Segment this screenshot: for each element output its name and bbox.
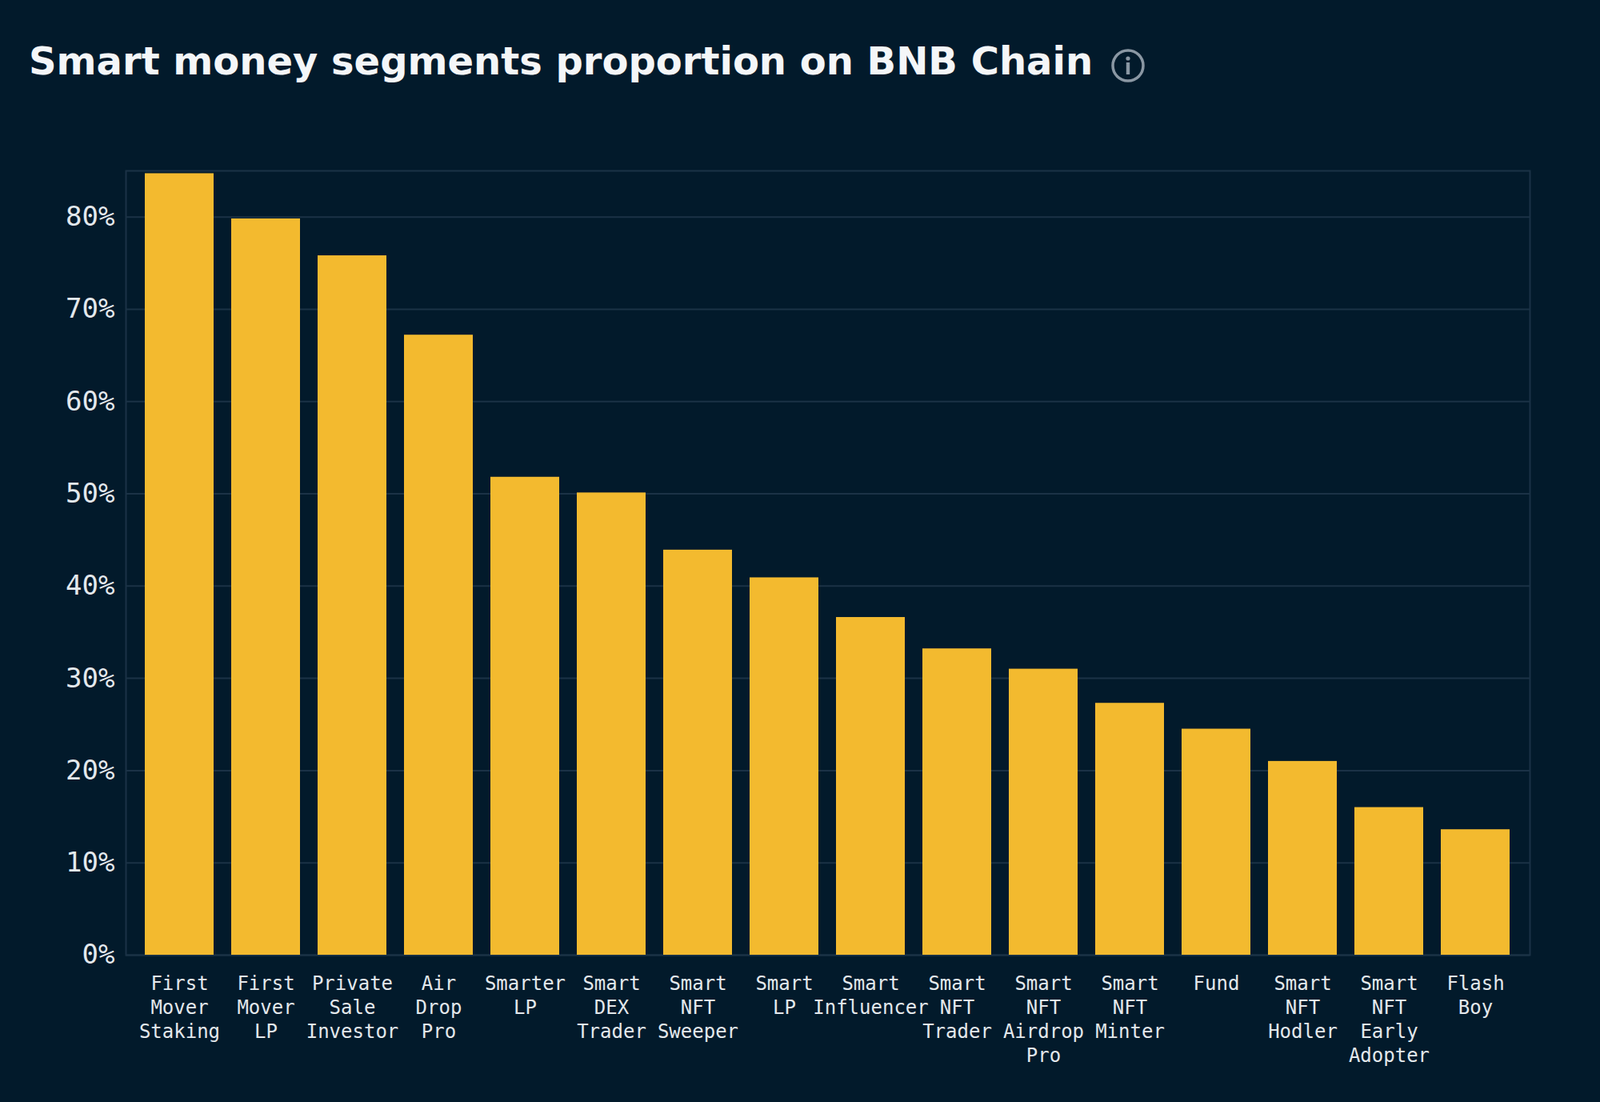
- svg-text:AirDropPro: AirDropPro: [416, 972, 463, 1043]
- svg-text:SmartNFTEarlyAdopter: SmartNFTEarlyAdopter: [1348, 972, 1430, 1067]
- svg-text:SmartNFTHodler: SmartNFTHodler: [1268, 972, 1338, 1043]
- svg-text:60%: 60%: [65, 384, 115, 417]
- svg-text:SmarterLP: SmarterLP: [484, 972, 566, 1019]
- svg-text:20%: 20%: [65, 753, 115, 786]
- svg-text:70%: 70%: [65, 292, 115, 324]
- svg-text:80%: 80%: [65, 200, 115, 232]
- svg-text:PrivateSaleInvestor: PrivateSaleInvestor: [306, 972, 400, 1043]
- svg-text:SmartNFTAirdropPro: SmartNFTAirdropPro: [1003, 972, 1084, 1067]
- html-text:Smart money segments proportio: Smart money segments proportion on BNB C…: [28, 38, 1093, 84]
- svg-text:SmartDEXTrader: SmartDEXTrader: [576, 972, 647, 1043]
- svg-text:0%: 0%: [82, 937, 116, 970]
- svg-text:10%: 10%: [65, 845, 115, 878]
- svg-text:SmartNFTSweeper: SmartNFTSweeper: [657, 972, 739, 1043]
- svg-text:FlashBoy: FlashBoy: [1446, 972, 1504, 1019]
- svg-text:SmartNFTTrader: SmartNFTTrader: [922, 972, 992, 1043]
- svg-text:SmartLP: SmartLP: [755, 972, 813, 1019]
- svg-text:50%: 50%: [65, 476, 115, 509]
- svg-text:30%: 30%: [65, 660, 115, 693]
- svg-text:SmartInfluencer: SmartInfluencer: [812, 972, 929, 1019]
- svg-text:SmartNFTMinter: SmartNFTMinter: [1095, 972, 1165, 1043]
- svg-text:40%: 40%: [65, 568, 115, 601]
- svg-text:Fund: Fund: [1193, 972, 1240, 995]
- svg-text:FirstMoverStaking: FirstMoverStaking: [139, 972, 220, 1043]
- svg-text:FirstMoverLP: FirstMoverLP: [236, 972, 295, 1043]
